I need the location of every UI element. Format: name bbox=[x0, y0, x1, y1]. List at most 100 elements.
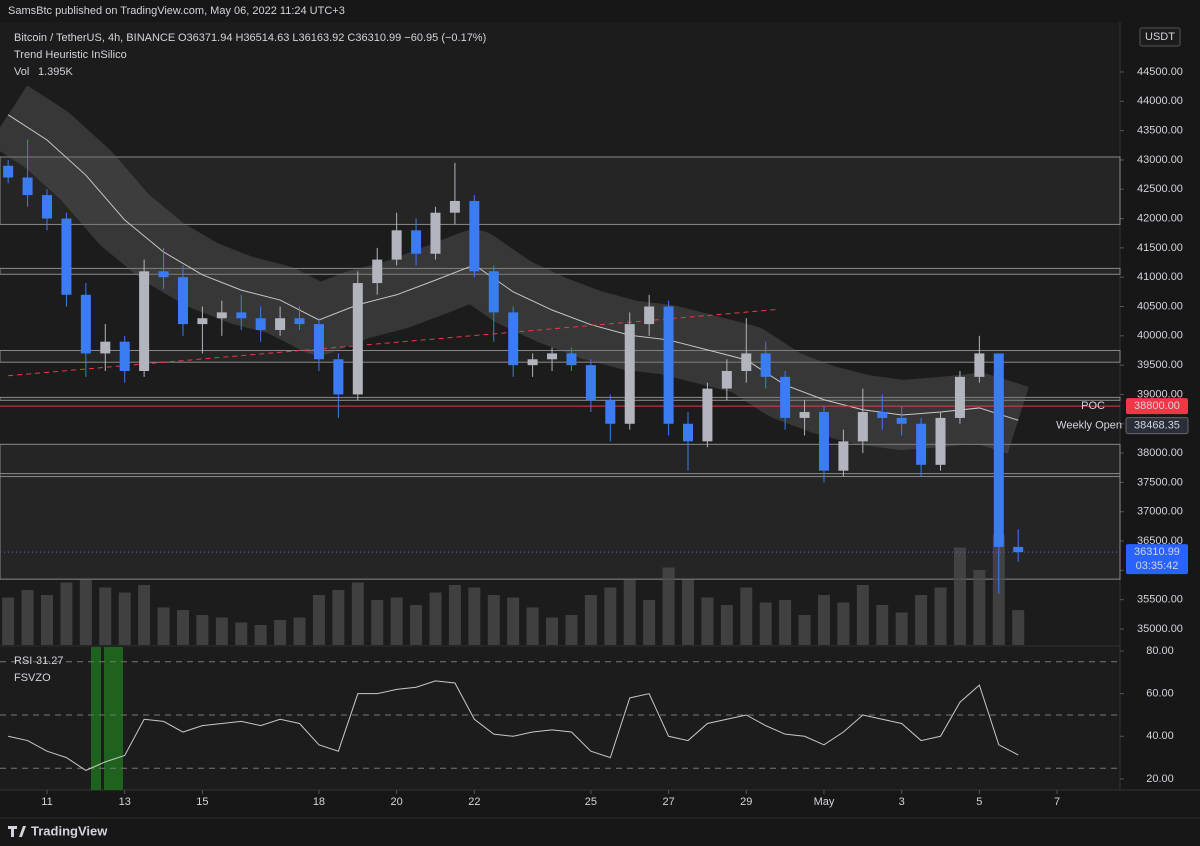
volume-bar bbox=[410, 605, 423, 645]
x-tick-label: 15 bbox=[196, 796, 208, 808]
volume-bar bbox=[390, 597, 403, 645]
level-tag bbox=[1125, 417, 1189, 435]
volume-bar bbox=[759, 602, 772, 645]
candle-body bbox=[838, 441, 849, 471]
rsi-pane bbox=[0, 647, 1120, 790]
volume-bar bbox=[2, 597, 15, 645]
volume-bar bbox=[99, 587, 112, 645]
level-tag bbox=[1126, 398, 1188, 415]
volume-bar bbox=[584, 595, 597, 645]
rsi-tick-label: 80.00 bbox=[1146, 645, 1174, 657]
y-tick-label: 39000.00 bbox=[1137, 388, 1183, 400]
candle-body bbox=[760, 353, 771, 377]
y-tick-label: 41500.00 bbox=[1137, 242, 1183, 254]
x-tick-label: 18 bbox=[313, 796, 325, 808]
candle-body bbox=[449, 200, 460, 213]
candle-body bbox=[644, 306, 655, 325]
candle-body bbox=[236, 312, 247, 319]
level-name: POC bbox=[1081, 400, 1105, 412]
chart-layer: 35000.0035500.0036000.0036500.0037000.00… bbox=[0, 66, 1189, 808]
candle-body bbox=[1013, 546, 1024, 553]
x-tick-label: 11 bbox=[41, 796, 52, 808]
candle-body bbox=[547, 353, 558, 360]
volume-bar bbox=[79, 580, 92, 645]
logo-mark bbox=[8, 826, 26, 837]
volume-bar bbox=[293, 617, 306, 645]
volume-bar bbox=[215, 617, 228, 645]
candle-body bbox=[352, 283, 363, 395]
candle-body bbox=[916, 423, 927, 465]
volume-bar bbox=[779, 600, 792, 645]
candle-body bbox=[469, 200, 480, 272]
volume-bar bbox=[157, 607, 170, 645]
candle-body bbox=[61, 218, 72, 295]
y-tick-label: 43000.00 bbox=[1137, 154, 1183, 166]
volume-bar bbox=[138, 585, 151, 645]
volume-bar bbox=[895, 612, 908, 645]
volume-bar bbox=[351, 582, 364, 645]
y-tick-label: 38000.00 bbox=[1137, 447, 1183, 459]
currency-badge bbox=[1139, 27, 1181, 47]
x-tick-label: May bbox=[814, 796, 835, 808]
candle-body bbox=[80, 294, 91, 354]
y-tick-label: 43500.00 bbox=[1137, 125, 1183, 137]
volume-bar bbox=[526, 607, 539, 645]
volume-bar bbox=[682, 580, 695, 645]
x-tick-label: 20 bbox=[391, 796, 403, 808]
candle-body bbox=[430, 212, 441, 254]
y-tick-label: 36500.00 bbox=[1137, 535, 1183, 547]
rsi-line bbox=[8, 680, 1019, 771]
candle-body bbox=[177, 277, 188, 325]
candle-body bbox=[799, 412, 810, 418]
candle-body bbox=[391, 230, 402, 260]
y-tick-label: 35000.00 bbox=[1137, 623, 1183, 635]
volume-bar bbox=[21, 590, 34, 645]
x-tick-label: 7 bbox=[1054, 796, 1060, 808]
candle-body bbox=[683, 423, 694, 442]
volume-bar bbox=[468, 587, 481, 645]
x-tick-label: 5 bbox=[976, 796, 982, 808]
footer-brand: TradingView bbox=[31, 823, 108, 838]
level-tag-label: 38468.35 bbox=[1134, 420, 1180, 432]
y-tick-label: 39500.00 bbox=[1137, 359, 1183, 371]
rsi-tick-label: 20.00 bbox=[1146, 773, 1174, 785]
legend-symbol: Bitcoin / TetherUS, 4h, BINANCE bbox=[14, 32, 175, 44]
y-tick-label: 37500.00 bbox=[1137, 476, 1183, 488]
x-tick-label: 25 bbox=[585, 796, 597, 808]
y-tick-label: 41000.00 bbox=[1137, 271, 1183, 283]
volume-bar bbox=[118, 592, 131, 645]
volume-bar bbox=[371, 600, 384, 645]
volume-bar bbox=[643, 600, 656, 645]
volume-bar bbox=[953, 547, 966, 645]
volume-bar bbox=[604, 587, 617, 645]
x-tick-label: 3 bbox=[899, 796, 905, 808]
volume-bar bbox=[41, 595, 54, 645]
volume-bar bbox=[623, 580, 636, 645]
candle-body bbox=[896, 417, 907, 424]
x-tick-label: 13 bbox=[119, 796, 131, 808]
fsvzo-highlight bbox=[91, 647, 101, 790]
volume-bar bbox=[176, 610, 189, 645]
volume-bar bbox=[235, 622, 248, 645]
volume-bar bbox=[332, 590, 345, 645]
level-name: Weekly Open bbox=[1056, 420, 1122, 432]
zone bbox=[0, 267, 1121, 275]
volume-bar bbox=[740, 587, 753, 645]
candle-body bbox=[488, 271, 499, 313]
volume-bar bbox=[448, 585, 461, 645]
tv-logo bbox=[8, 826, 26, 837]
volume-bar bbox=[856, 585, 869, 645]
candle-body bbox=[702, 388, 713, 442]
volume-bar bbox=[254, 625, 267, 645]
rsi-value: 31.27 bbox=[36, 655, 64, 667]
candle-body bbox=[663, 306, 674, 424]
volume-bar bbox=[429, 592, 442, 645]
candle-body bbox=[313, 324, 324, 360]
candle-body bbox=[877, 412, 888, 418]
legend-volume-value: 1.395K bbox=[38, 66, 74, 78]
candle-body bbox=[780, 376, 791, 418]
volume-bar bbox=[915, 595, 928, 645]
rsi-tick-label: 60.00 bbox=[1146, 688, 1174, 700]
volume-bar bbox=[565, 615, 578, 645]
